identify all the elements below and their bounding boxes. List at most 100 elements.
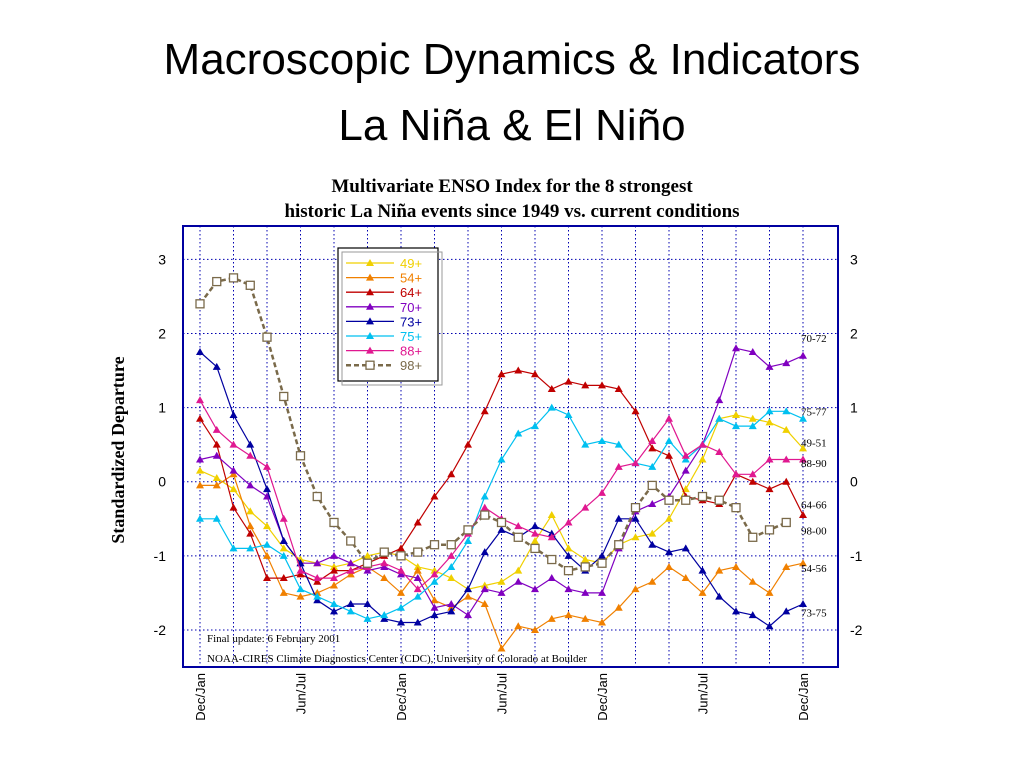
series-end-label: 98-00 bbox=[801, 526, 827, 538]
data-point bbox=[246, 544, 255, 552]
legend-marker bbox=[366, 302, 374, 310]
chart-title-line2: historic La Niña events since 1949 vs. c… bbox=[284, 201, 739, 222]
data-point bbox=[312, 491, 322, 502]
data-point bbox=[430, 611, 439, 619]
legend-marker bbox=[366, 346, 374, 354]
data-point bbox=[564, 518, 573, 526]
x-tick-label: Dec/Jan bbox=[796, 673, 811, 721]
chart-note-update: Final update: 6 February 2001 bbox=[207, 633, 340, 645]
data-point bbox=[313, 574, 322, 582]
legend-entry: 75+ bbox=[400, 329, 422, 344]
data-point bbox=[430, 492, 439, 500]
data-point bbox=[464, 585, 472, 593]
legend-marker bbox=[366, 288, 374, 296]
data-point bbox=[263, 485, 271, 493]
data-point bbox=[212, 514, 221, 522]
data-point bbox=[782, 425, 791, 433]
data-point bbox=[732, 422, 740, 430]
data-point bbox=[497, 577, 506, 585]
y-axis-label: Standardized Departure bbox=[108, 356, 128, 543]
data-point bbox=[531, 585, 539, 593]
data-point bbox=[413, 574, 422, 582]
data-point bbox=[397, 603, 405, 611]
data-point bbox=[279, 551, 288, 559]
data-point bbox=[547, 614, 556, 622]
y-tick-label-right: 1 bbox=[850, 400, 858, 416]
data-point bbox=[480, 548, 489, 556]
data-point bbox=[413, 518, 422, 526]
data-point bbox=[547, 554, 557, 565]
x-tick-label: Dec/Jan bbox=[193, 673, 208, 721]
x-tick-label: Dec/Jan bbox=[595, 673, 610, 721]
data-point bbox=[698, 455, 707, 463]
data-point bbox=[748, 577, 757, 585]
data-point bbox=[245, 280, 255, 290]
data-point bbox=[196, 455, 204, 463]
x-tick-label: Jun/Jul bbox=[495, 673, 510, 714]
data-point bbox=[765, 407, 774, 415]
data-point bbox=[429, 540, 440, 550]
data-point bbox=[598, 551, 606, 559]
data-point bbox=[296, 585, 305, 593]
data-point bbox=[413, 547, 423, 557]
data-point bbox=[263, 540, 271, 548]
data-point bbox=[413, 585, 422, 593]
series-line bbox=[199, 276, 787, 572]
data-point bbox=[665, 451, 673, 459]
data-point bbox=[782, 562, 791, 570]
data-point bbox=[715, 566, 724, 574]
data-point bbox=[748, 414, 757, 422]
data-point bbox=[564, 585, 573, 593]
data-point bbox=[279, 391, 289, 402]
legend-marker bbox=[366, 259, 374, 266]
data-point bbox=[765, 455, 774, 463]
data-point bbox=[480, 492, 489, 500]
series-lines bbox=[195, 273, 807, 652]
data-point bbox=[581, 614, 590, 622]
data-point bbox=[196, 414, 204, 422]
data-point bbox=[631, 585, 640, 593]
data-point bbox=[379, 547, 389, 557]
data-point bbox=[330, 581, 338, 589]
data-point bbox=[631, 533, 640, 541]
data-point bbox=[631, 407, 640, 415]
data-point bbox=[196, 481, 204, 489]
y-tick-labels: 3 3 2 2 1 1 0 0 -1 -1 -2 -2 bbox=[154, 251, 863, 638]
data-point bbox=[781, 517, 791, 528]
data-point bbox=[732, 344, 740, 352]
data-point bbox=[765, 485, 774, 493]
data-point bbox=[212, 276, 222, 287]
legend-entry: 88+ bbox=[400, 344, 422, 359]
data-point bbox=[313, 559, 322, 567]
data-point bbox=[547, 574, 556, 582]
data-point bbox=[229, 544, 238, 552]
data-point bbox=[413, 562, 422, 570]
data-point bbox=[380, 574, 389, 582]
data-point bbox=[799, 559, 807, 567]
data-point bbox=[581, 440, 590, 448]
data-point bbox=[263, 522, 271, 530]
data-point bbox=[614, 462, 623, 470]
data-point bbox=[681, 495, 691, 505]
data-point bbox=[698, 440, 707, 448]
data-point bbox=[397, 618, 405, 626]
data-point bbox=[313, 596, 322, 604]
data-point bbox=[212, 425, 221, 433]
series-end-labels: 49-51 54-56 64-66 70-72 73-75 75-77 88-90 98-00 bbox=[801, 333, 827, 620]
data-point bbox=[413, 592, 422, 600]
legend-marker bbox=[366, 273, 374, 281]
data-point bbox=[447, 574, 456, 582]
data-point bbox=[497, 525, 506, 533]
data-point bbox=[296, 592, 305, 600]
data-point bbox=[397, 588, 405, 596]
data-point bbox=[514, 566, 523, 574]
data-point bbox=[681, 574, 690, 582]
series-end-label: 54-56 bbox=[801, 563, 827, 575]
data-point bbox=[782, 455, 791, 463]
data-point bbox=[748, 348, 757, 355]
data-point bbox=[631, 514, 640, 522]
data-point bbox=[799, 414, 807, 422]
data-point bbox=[799, 455, 807, 463]
chart-note-source: NOAA-CIRES Climate Diagnostics Center (C… bbox=[207, 653, 587, 665]
